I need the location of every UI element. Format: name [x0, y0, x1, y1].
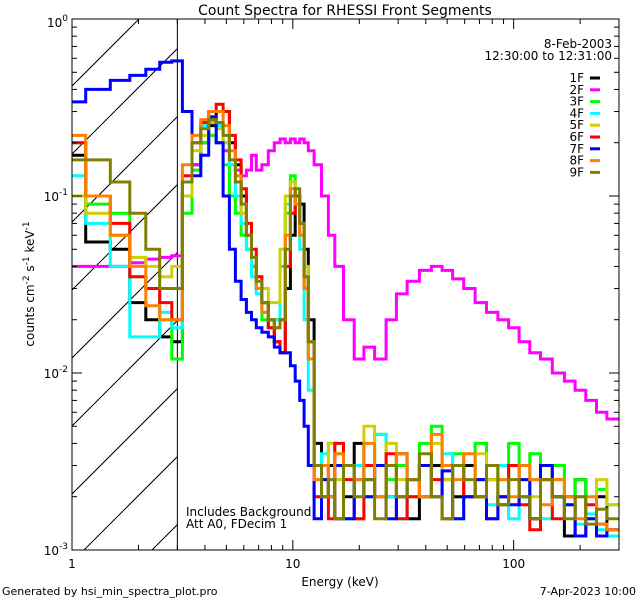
hatch-line [83, 455, 178, 550]
series-8F [72, 110, 619, 532]
series-2F [72, 133, 619, 421]
y-tick-label: 10-1 [44, 188, 68, 204]
annotation-background: Includes Background [186, 505, 311, 519]
hatch-line [72, 19, 140, 87]
y-tick-label: 10-3 [44, 542, 68, 558]
time-range-label: 12:30:00 to 12:31:00 [485, 49, 612, 63]
y-tick-label: 10-2 [44, 365, 68, 381]
chart-title: Count Spectra for RHESSI Front Segments [198, 3, 492, 19]
plot-frame [71, 18, 620, 551]
x-tick-label: 10 [285, 557, 300, 571]
series-9F [72, 118, 619, 526]
x-tick-label: 1 [68, 557, 76, 571]
hatch-line [72, 387, 178, 495]
legend-label-3F: 3F [569, 95, 584, 109]
hatch-line [72, 47, 178, 155]
hatch-line [424, 19, 640, 550]
annotation-attenuator: Att A0, FDecim 1 [186, 517, 287, 531]
series-3F [72, 133, 619, 521]
footer-date: 7-Apr-2023 10:00 [540, 585, 636, 598]
axes: 1 10 100 100 10-1 10-2 10-3 [44, 14, 620, 571]
x-axis-label: Energy (keV) [301, 575, 378, 589]
legend-label-4F: 4F [569, 106, 584, 120]
legend-label-7F: 7F [569, 142, 584, 156]
legend-label-8F: 8F [569, 154, 584, 168]
hatch-line [628, 19, 640, 550]
hatch-line [72, 183, 178, 291]
legend-label-1F: 1F [569, 71, 584, 85]
y-tick-label: 100 [47, 14, 68, 30]
legend-label-2F: 2F [569, 83, 584, 97]
legend-label-9F: 9F [569, 165, 584, 179]
series-4F [72, 115, 619, 538]
y-axis-label: counts cm-2 s-1 keV-1 [22, 221, 37, 346]
series-1F [72, 110, 619, 538]
legend-label-6F: 6F [569, 130, 584, 144]
series-group [72, 59, 619, 538]
hatch-line [492, 19, 640, 550]
legend-label-5F: 5F [569, 118, 584, 132]
hatch-line [72, 115, 178, 223]
x-tick-label: 100 [502, 557, 525, 571]
date-label: 8-Feb-2003 [544, 37, 612, 51]
hatch-line [72, 251, 178, 359]
hatch-line [0, 19, 3, 550]
footer-generated-by: Generated by hsi_min_spectra_plot.pro [2, 585, 218, 598]
